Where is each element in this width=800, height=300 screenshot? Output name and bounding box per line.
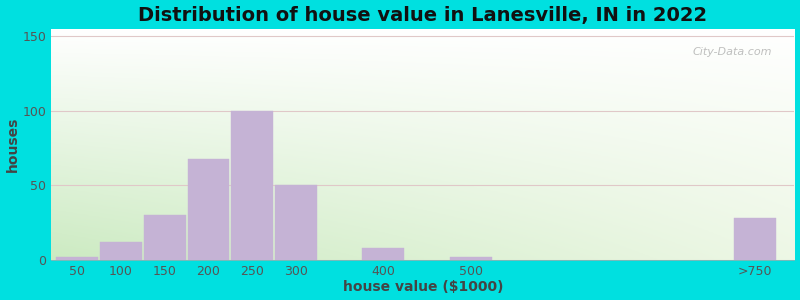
Bar <box>231 111 274 260</box>
Bar <box>450 257 492 260</box>
Title: Distribution of house value in Lanesville, IN in 2022: Distribution of house value in Lanesvill… <box>138 6 707 25</box>
Bar <box>100 242 142 260</box>
Bar <box>734 218 776 260</box>
Bar <box>187 158 230 260</box>
Bar <box>144 215 186 260</box>
X-axis label: house value ($1000): house value ($1000) <box>342 280 503 294</box>
Y-axis label: houses: houses <box>6 117 19 172</box>
Bar <box>275 185 317 260</box>
Bar <box>362 248 404 260</box>
Bar <box>56 257 98 260</box>
Text: City-Data.com: City-Data.com <box>693 47 772 57</box>
